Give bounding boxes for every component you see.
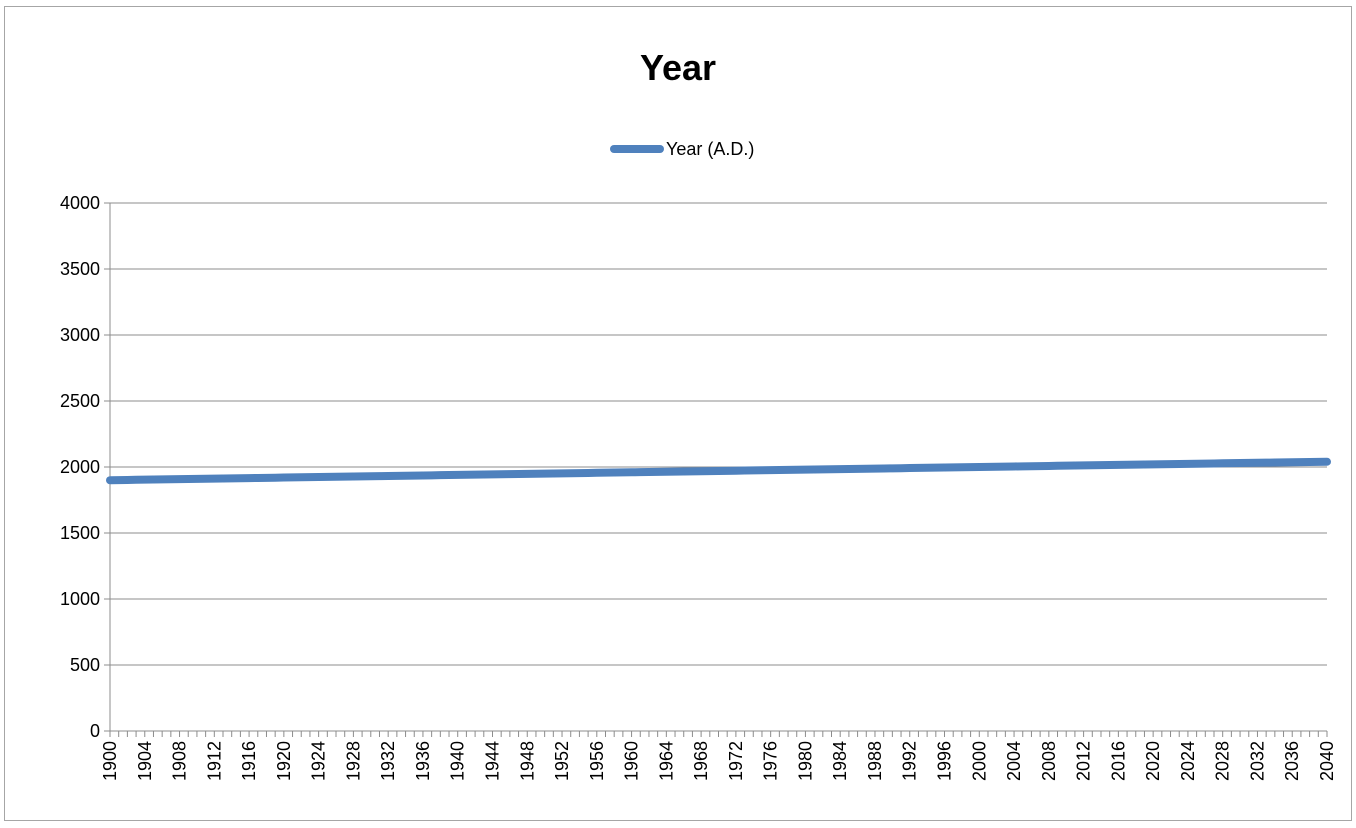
x-tick-label-1976: 1976 — [761, 741, 781, 781]
x-tick-label-1912: 1912 — [204, 741, 224, 781]
x-tick-label-1952: 1952 — [552, 741, 572, 781]
x-tick-label-1916: 1916 — [239, 741, 259, 781]
x-tick-label-1932: 1932 — [378, 741, 398, 781]
x-tick-label-1900: 1900 — [100, 741, 120, 781]
legend-label: Year (A.D.) — [666, 138, 755, 159]
x-tick-label-2000: 2000 — [969, 741, 989, 781]
x-tick-label-1992: 1992 — [900, 741, 920, 781]
legend: Year (A.D.) — [610, 137, 754, 161]
x-tick-label-2024: 2024 — [1178, 741, 1198, 781]
x-tick-label-1968: 1968 — [691, 741, 711, 781]
x-tick-label-1948: 1948 — [517, 741, 537, 781]
x-tick-label-2036: 2036 — [1282, 741, 1302, 781]
x-tick-label-1904: 1904 — [135, 741, 155, 781]
x-tick-label-1988: 1988 — [865, 741, 885, 781]
x-tick-label-1940: 1940 — [448, 741, 468, 781]
chart-title: Year — [639, 47, 717, 88]
x-tick-label-1956: 1956 — [587, 741, 607, 781]
x-tick-label-1996: 1996 — [935, 741, 955, 781]
y-tick-label-3500: 3500 — [60, 259, 100, 279]
x-tick-label-1936: 1936 — [413, 741, 433, 781]
y-tick-label-1500: 1500 — [60, 523, 100, 543]
y-tick-label-1000: 1000 — [60, 589, 100, 609]
x-tick-label-2016: 2016 — [1108, 741, 1128, 781]
y-tick-label-2000: 2000 — [60, 457, 100, 477]
x-tick-label-1984: 1984 — [830, 741, 850, 781]
x-tick-label-1924: 1924 — [309, 741, 329, 781]
x-tick-label-2032: 2032 — [1247, 741, 1267, 781]
y-tick-label-2500: 2500 — [60, 391, 100, 411]
x-tick-label-2028: 2028 — [1213, 741, 1233, 781]
y-tick-label-500: 500 — [70, 655, 100, 675]
y-tick-label-3000: 3000 — [60, 325, 100, 345]
x-tick-label-2012: 2012 — [1074, 741, 1094, 781]
x-tick-label-1928: 1928 — [343, 741, 363, 781]
x-tick-label-1980: 1980 — [795, 741, 815, 781]
plot-area: 0 500 1000 1500 2000 2500 3000 3500 4000 1900 1904… — [60, 193, 1337, 781]
x-tick-label-1944: 1944 — [482, 741, 502, 781]
x-tick-label-2040: 2040 — [1317, 741, 1337, 781]
y-tick-label-4000: 4000 — [60, 193, 100, 213]
y-tick-label-0: 0 — [90, 721, 100, 741]
x-tick-label-2008: 2008 — [1039, 741, 1059, 781]
x-tick-label-1920: 1920 — [274, 741, 294, 781]
chart-frame: 0 500 1000 1500 2000 2500 3000 3500 4000 1900 1904… — [4, 6, 1352, 821]
x-tick-label-1960: 1960 — [622, 741, 642, 781]
x-tick-label-1972: 1972 — [726, 741, 746, 781]
x-tick-label-2004: 2004 — [1004, 741, 1024, 781]
series-line-0 — [106, 457, 1331, 485]
x-tick-label-2020: 2020 — [1143, 741, 1163, 781]
legend-swatch — [610, 145, 664, 153]
x-tick-label-1908: 1908 — [170, 741, 190, 781]
x-tick-label-1964: 1964 — [656, 741, 676, 781]
